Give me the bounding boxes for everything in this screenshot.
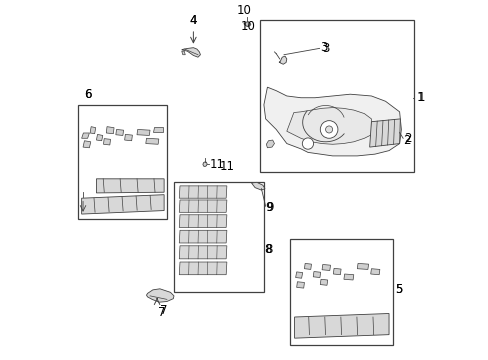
Polygon shape: [179, 186, 226, 198]
Polygon shape: [322, 265, 330, 270]
Polygon shape: [96, 134, 102, 141]
Text: 7: 7: [158, 306, 165, 319]
Text: 10: 10: [236, 4, 251, 17]
Polygon shape: [251, 183, 264, 190]
Text: 5: 5: [395, 283, 402, 296]
Polygon shape: [179, 200, 226, 212]
Text: 1: 1: [416, 91, 424, 104]
Polygon shape: [179, 262, 226, 275]
Polygon shape: [333, 268, 341, 275]
Circle shape: [302, 138, 313, 149]
Bar: [78, 105, 166, 219]
Polygon shape: [145, 138, 159, 144]
Polygon shape: [179, 246, 226, 259]
Polygon shape: [279, 56, 286, 64]
Polygon shape: [203, 162, 207, 166]
Polygon shape: [137, 130, 150, 135]
Text: 11: 11: [209, 158, 224, 171]
Polygon shape: [286, 108, 371, 144]
Text: 5: 5: [395, 283, 402, 296]
Circle shape: [244, 22, 249, 26]
Polygon shape: [153, 127, 163, 132]
Circle shape: [320, 121, 337, 138]
Text: 9: 9: [266, 201, 273, 213]
Polygon shape: [81, 133, 89, 138]
Text: 1: 1: [416, 91, 423, 104]
Text: 2: 2: [403, 132, 410, 145]
Polygon shape: [296, 282, 304, 288]
Text: 2: 2: [402, 134, 410, 147]
Text: 3: 3: [322, 42, 329, 55]
Polygon shape: [124, 134, 132, 141]
Polygon shape: [96, 179, 164, 193]
Text: 9: 9: [265, 201, 273, 213]
Polygon shape: [179, 230, 226, 243]
Polygon shape: [264, 87, 401, 156]
Polygon shape: [106, 127, 114, 134]
Polygon shape: [182, 51, 185, 55]
Polygon shape: [295, 272, 302, 278]
Text: 11: 11: [220, 160, 234, 173]
Text: 6: 6: [84, 88, 92, 101]
Polygon shape: [146, 289, 174, 302]
Text: 4: 4: [189, 14, 197, 27]
Bar: [174, 183, 264, 292]
Text: 8: 8: [264, 243, 271, 256]
Text: 10: 10: [240, 20, 255, 33]
Polygon shape: [294, 314, 388, 338]
Text: 4: 4: [189, 14, 197, 27]
Polygon shape: [182, 48, 200, 57]
Text: 7: 7: [160, 304, 167, 317]
Polygon shape: [266, 140, 274, 148]
Text: 8: 8: [264, 243, 272, 256]
Polygon shape: [179, 215, 226, 228]
Bar: [290, 239, 392, 345]
Text: 6: 6: [84, 88, 92, 101]
Bar: [260, 20, 413, 172]
Polygon shape: [313, 271, 320, 278]
Polygon shape: [369, 119, 400, 147]
Polygon shape: [343, 274, 353, 280]
Text: 3: 3: [320, 41, 327, 54]
Polygon shape: [83, 141, 91, 148]
Polygon shape: [357, 264, 368, 269]
Polygon shape: [103, 139, 110, 145]
Polygon shape: [370, 269, 379, 275]
Polygon shape: [320, 279, 327, 285]
Polygon shape: [244, 22, 250, 27]
Polygon shape: [90, 127, 96, 134]
Circle shape: [325, 126, 332, 133]
Polygon shape: [116, 130, 123, 135]
Polygon shape: [304, 264, 311, 269]
Polygon shape: [81, 195, 164, 214]
